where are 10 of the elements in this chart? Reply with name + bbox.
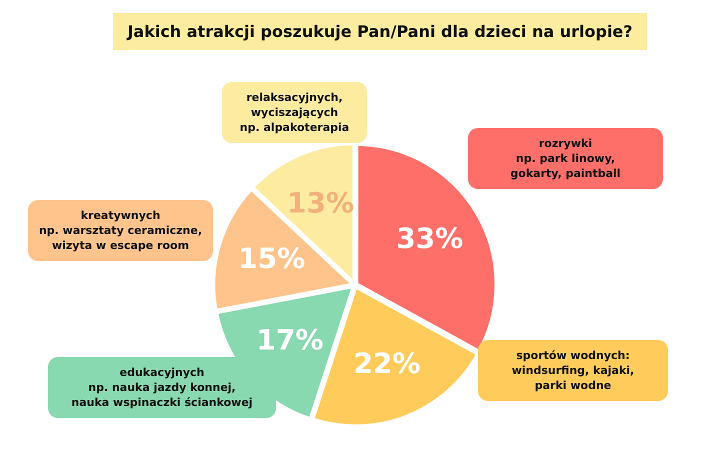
data-label: 15% (238, 242, 306, 276)
data-label: 33% (396, 222, 464, 256)
data-label: 17% (256, 324, 324, 357)
chart-title: Jakich atrakcji poszukuje Pan/Pani dla dzieci na urlopie? (113, 13, 647, 50)
slice-label: edukacyjnych np. nauka jazdy konnej, nauka wspinaczki ściankowej (48, 357, 276, 418)
slice-label: relaksacyjnych, wyciszających np. alpakoterapia (222, 82, 367, 143)
data-label: 22% (353, 346, 420, 380)
slice-label: rozrywki np. park linowy, gokarty, paintball (468, 128, 663, 189)
slice-label: sportów wodnych: windsurfing, kajaki, parki wodne (478, 340, 668, 401)
slice-label: kreatywnych np. warsztaty ceramiczne, wizyta w escape room (28, 200, 213, 261)
